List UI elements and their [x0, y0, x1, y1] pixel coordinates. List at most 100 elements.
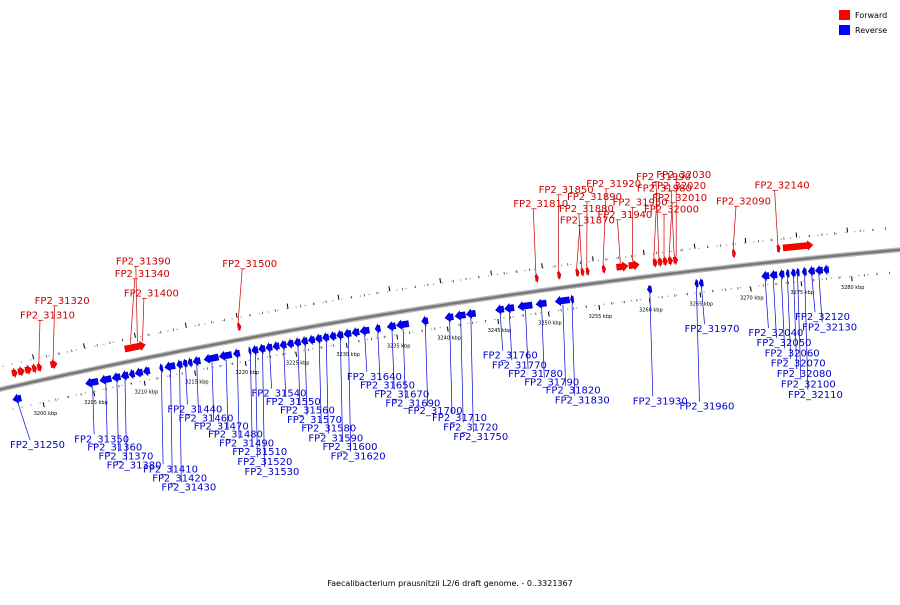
reverse-gene [387, 322, 396, 331]
forward-gene-label: FP2_31400 [124, 288, 179, 299]
scale-dot [794, 281, 795, 282]
scale-tick-label: 3255 kbp [589, 314, 613, 320]
label-leader-line [171, 370, 173, 473]
scale-dot [667, 296, 668, 297]
label-leader-line [18, 403, 30, 440]
scale-tick [796, 233, 797, 238]
scale-dot [442, 282, 443, 283]
scale-dot [21, 406, 22, 407]
reverse-gene-label: FP2_31530 [244, 467, 299, 478]
scale-tick [751, 287, 752, 292]
scale-dot [634, 255, 635, 256]
scale-tick [43, 402, 44, 407]
reverse-gene [802, 267, 806, 276]
reverse-gene [308, 335, 315, 344]
scale-tick [195, 371, 196, 376]
scale-tick [650, 298, 651, 303]
scale-dot [631, 300, 632, 301]
scale-dot [76, 394, 77, 395]
scale-dot [340, 343, 341, 344]
reverse-gene-label: FP2_31620 [331, 452, 386, 463]
reverse-gene [352, 328, 360, 337]
reverse-gene [555, 297, 570, 306]
scale-dot [689, 249, 690, 250]
scale-tick [593, 256, 594, 261]
reverse-gene [249, 347, 252, 356]
forward-gene [616, 262, 628, 271]
scale-dot [76, 349, 77, 350]
scale-minor-tick [122, 339, 123, 341]
scale-dot [521, 315, 522, 316]
scale-dot [204, 323, 205, 324]
reverse-gene [466, 309, 476, 318]
reverse-gene [571, 295, 574, 304]
reverse-gene [505, 304, 515, 313]
scale-dot [731, 288, 732, 289]
legend: Forward Reverse [839, 10, 887, 35]
reverse-gene-label: FP2_32110 [788, 390, 843, 401]
scale-dot [314, 303, 315, 304]
scale-dot [790, 237, 791, 238]
reverse-gene [301, 337, 308, 346]
forward-gene [653, 258, 658, 267]
reverse-gene [323, 333, 330, 342]
scale-dot [203, 368, 204, 369]
scale-dot [176, 374, 177, 375]
reverse-gene [160, 364, 164, 373]
scale-dot [588, 261, 589, 262]
reverse-gene [219, 352, 232, 361]
forward-gene [32, 364, 37, 373]
reverse-gene [337, 331, 344, 340]
reverse-gene [815, 266, 822, 275]
scale-dot [749, 286, 750, 287]
label-leader-line [775, 190, 778, 244]
reverse-gene [13, 394, 22, 403]
scale-dot [753, 241, 754, 242]
forward-gene [535, 274, 538, 283]
scale-tick [643, 250, 644, 255]
forward-gene [124, 342, 145, 353]
scale-dot [30, 359, 31, 360]
scale-dot [653, 253, 654, 254]
scale-dot [625, 256, 626, 257]
reverse-gene [121, 371, 129, 380]
scale-dot [440, 327, 441, 328]
scale-dot [49, 400, 50, 401]
scale-dot [131, 338, 132, 339]
forward-gene-label: FP2_31320 [35, 296, 90, 307]
forward-gene-label: FP2_31340 [115, 269, 170, 280]
scale-tick [144, 381, 145, 386]
reverse-gene [496, 305, 505, 314]
scale-dot [849, 276, 850, 277]
scale-dot [717, 245, 718, 246]
reverse-gene [280, 341, 287, 350]
scale-dot [594, 305, 595, 306]
scale-dot [394, 334, 395, 335]
forward-gene [658, 257, 663, 266]
scale-dot [676, 294, 677, 295]
scale-dot [85, 392, 86, 393]
genome-caption: Faecalibacterium prausnitzii L2/6 draft … [327, 579, 572, 588]
forward-gene [777, 244, 780, 253]
scale-dot [433, 284, 434, 285]
scale-dot [776, 283, 777, 284]
scale-dot [158, 377, 159, 378]
forward-gene [783, 241, 813, 251]
reverse-gene [266, 343, 273, 352]
reverse-gene [396, 320, 409, 329]
scale-dot [460, 279, 461, 280]
scale-dot [2, 365, 3, 366]
scale-tick [498, 319, 499, 324]
legend-forward-label: Forward [855, 11, 887, 20]
reverse-gene [287, 339, 294, 348]
label-leader-line [733, 206, 736, 249]
scale-dot [772, 239, 773, 240]
scale-tick [389, 286, 390, 291]
scale-tick [745, 238, 746, 243]
forward-gene [18, 367, 25, 376]
scale-dot [332, 300, 333, 301]
scale-dot [836, 233, 837, 234]
scale-dot [662, 252, 663, 253]
scale-dot [149, 379, 150, 380]
scale-minor-tick [97, 344, 98, 346]
